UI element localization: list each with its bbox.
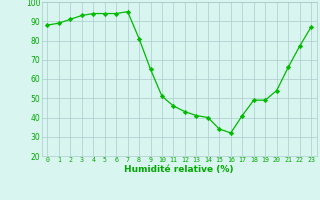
X-axis label: Humidité relative (%): Humidité relative (%) [124,165,234,174]
